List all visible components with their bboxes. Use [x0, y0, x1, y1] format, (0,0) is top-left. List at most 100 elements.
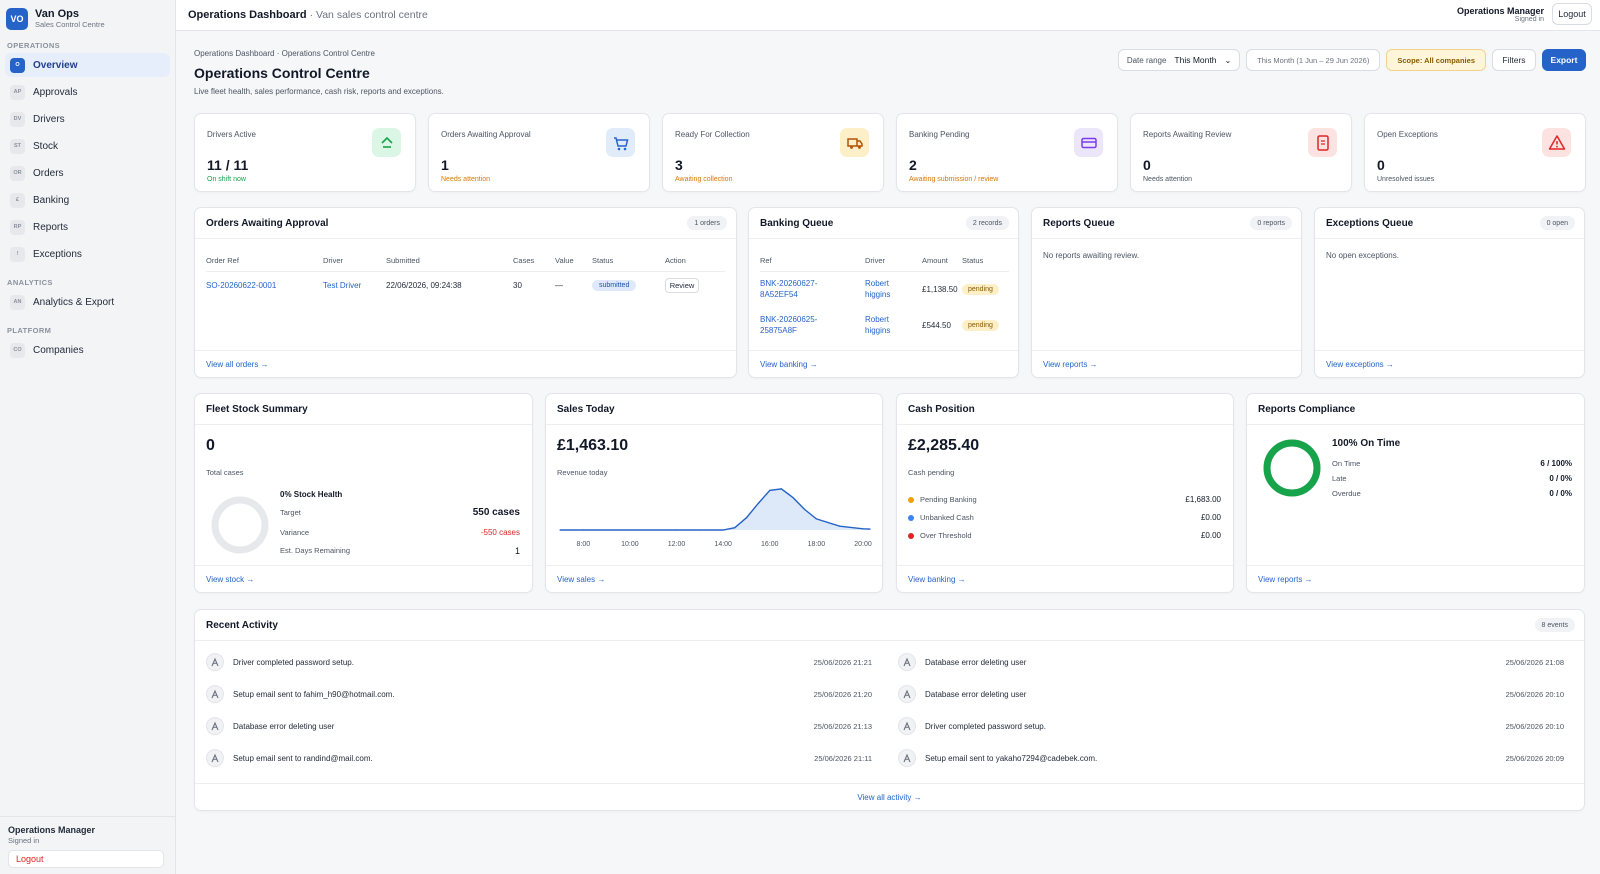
kpi-card[interactable]: Open Exceptions 0 Unresolved issues [1364, 113, 1586, 192]
activity-time: 25/06/2026 20:10 [1505, 721, 1564, 731]
activity-time: 25/06/2026 20:10 [1505, 689, 1564, 699]
view-stock-link[interactable]: View stock → [206, 574, 255, 584]
driver-link[interactable]: Robert higgins [865, 278, 890, 300]
view-banking-link[interactable]: View banking → [760, 359, 818, 369]
legend-dot [908, 497, 914, 503]
top-logout-button[interactable]: Logout [1552, 3, 1592, 25]
driver-link[interactable]: Test Driver [323, 280, 362, 290]
fleet-stock-summary-panel: Fleet Stock Summary 0 Total cases 0% Sto… [194, 393, 533, 593]
sidebar-item-overview[interactable]: O Overview [5, 53, 170, 77]
date-range-label: Date range [1126, 55, 1167, 65]
kpi-card[interactable]: Drivers Active 11 / 11 On shift now [194, 113, 416, 192]
col-status: Status [962, 256, 984, 266]
sidebar-logout-button[interactable]: Logout [8, 850, 164, 868]
panel-title: Banking Queue [760, 217, 834, 229]
sales-data-point [582, 529, 584, 531]
view-banking-link[interactable]: View banking → [908, 574, 966, 584]
activity-time: 25/06/2026 20:09 [1505, 753, 1564, 763]
legend-dot [908, 533, 914, 539]
scope-chip[interactable]: Scope: All companies [1386, 49, 1486, 71]
sidebar-item-companies[interactable]: CO Companies [5, 338, 170, 362]
sales-data-point [862, 528, 864, 530]
activity-time: 25/06/2026 21:20 [813, 689, 872, 699]
date-range-chip: This Month (1 Jun – 29 Jun 2026) [1246, 49, 1381, 71]
page-subtitle: Live fleet health, sales performance, ca… [194, 87, 444, 96]
panel-title: Cash Position [908, 403, 975, 415]
view-all-orders-link[interactable]: View all orders → [206, 359, 269, 369]
total-cases-value: 0 [206, 437, 215, 454]
x-tick-label: 14:00 [714, 541, 732, 548]
sales-data-point [780, 488, 782, 490]
sidebar-item-orders[interactable]: OR Orders [5, 161, 170, 185]
table-row: BNK-20260627- 8A52EF54 Robert higgins £1,138… [760, 271, 1009, 307]
sidebar-item-label: Reports [33, 221, 69, 233]
nav-section-label: OPERATIONS [7, 41, 61, 50]
activity-user-icon [898, 717, 916, 735]
sidebar-item-banking[interactable]: £ Banking [5, 188, 170, 212]
brand-logo: VO [6, 8, 28, 30]
report-icon [1308, 128, 1337, 157]
col-cases: Cases [513, 256, 535, 266]
col-action: Action [665, 256, 686, 266]
view-reports-link[interactable]: View reports → [1043, 359, 1098, 369]
kpi-card[interactable]: Reports Awaiting Review 0 Needs attention [1130, 113, 1352, 192]
chevron-down-icon: ⌄ [1224, 55, 1232, 65]
sidebar-item-approvals[interactable]: AP Approvals [5, 80, 170, 104]
sidebar-item-analytics-export[interactable]: AN Analytics & Export [5, 290, 170, 314]
x-tick-label: 18:00 [808, 541, 826, 548]
col-driver: Driver [323, 256, 343, 266]
sales-data-point [675, 529, 678, 531]
empty-state: No open exceptions. [1326, 251, 1399, 260]
kpi-label: Open Exceptions [1377, 130, 1438, 139]
x-tick-label: 12:00 [668, 541, 686, 548]
cash-position-panel: Cash Position £2,285.40 Cash pending Vie… [896, 393, 1234, 593]
view-exceptions-link[interactable]: View exceptions → [1326, 359, 1394, 369]
sidebar-item-stock[interactable]: ST Stock [5, 134, 170, 158]
kpi-note: Awaiting collection [675, 176, 733, 183]
activity-user-icon [206, 685, 224, 703]
review-button[interactable]: Review [665, 277, 699, 293]
nav-code-icon: ! [10, 246, 25, 262]
sidebar-item-label: Companies [33, 344, 84, 356]
banking-ref-line: BNK-20260625- [760, 315, 818, 324]
date-range-select[interactable]: Date range This Month ⌄ [1117, 49, 1241, 71]
amount-cell: £1,138.50 [922, 284, 958, 294]
order-ref-link[interactable]: SO-20260622-0001 [206, 280, 277, 290]
brand: VO Van Ops Sales Control Centre [0, 0, 175, 32]
col-submitted: Submitted [386, 256, 420, 266]
export-button[interactable]: Export [1542, 49, 1586, 71]
sales-data-point [757, 503, 759, 505]
view-sales-link[interactable]: View sales → [557, 574, 606, 584]
nav-code-icon: £ [10, 192, 25, 208]
view-all-activity-link[interactable]: View all activity → [857, 792, 922, 802]
banking-ref-link[interactable]: BNK-20260627- 8A52EF54 [760, 278, 817, 300]
sidebar-item-reports[interactable]: RP Reports [5, 215, 170, 239]
activity-row: Setup email sent to fahim_h90@hotmail.co… [206, 682, 872, 706]
exceptions-queue-panel: Exceptions Queue 0 open No open exceptio… [1314, 207, 1585, 378]
kpi-card[interactable]: Banking Pending 2 Awaiting submission / re… [896, 113, 1118, 192]
kpi-card[interactable]: Ready For Collection 3 Awaiting collection [662, 113, 884, 192]
cash-row-label: Pending Banking [920, 495, 977, 504]
cart-icon [606, 128, 635, 157]
driver-name-line: higgins [865, 290, 891, 300]
sales-data-point [839, 525, 841, 527]
activity-text: Database error deleting user [925, 689, 1027, 699]
sidebar-item-exceptions[interactable]: ! Exceptions [5, 242, 170, 266]
cash-row-value: £0.00 [1200, 513, 1221, 522]
sidebar-item-label: Analytics & Export [33, 296, 115, 308]
banking-ref-line: BNK-20260627- [760, 279, 818, 289]
driver-link[interactable]: Robert higgins [865, 314, 890, 336]
cases-cell: 30 [513, 280, 522, 290]
activity-time: 25/06/2026 21:21 [813, 657, 872, 667]
kpi-card[interactable]: Orders Awaiting Approval 1 Needs attention [428, 113, 650, 192]
sidebar-item-drivers[interactable]: DV Drivers [5, 107, 170, 131]
kpi-value: 2 [909, 157, 917, 173]
revenue-label: Revenue today [557, 468, 608, 477]
activity-text: Setup email sent to fahim_h90@hotmail.co… [233, 689, 395, 699]
filters-button[interactable]: Filters [1492, 49, 1536, 71]
date-range-value: This Month [1174, 55, 1217, 65]
banking-ref-link[interactable]: BNK-20260625- 25875A8F [760, 314, 817, 336]
banking-ref-line: 8A52EF54 [760, 290, 798, 300]
view-reports-link[interactable]: View reports → [1258, 574, 1313, 584]
col-amount: Amount [922, 256, 948, 266]
